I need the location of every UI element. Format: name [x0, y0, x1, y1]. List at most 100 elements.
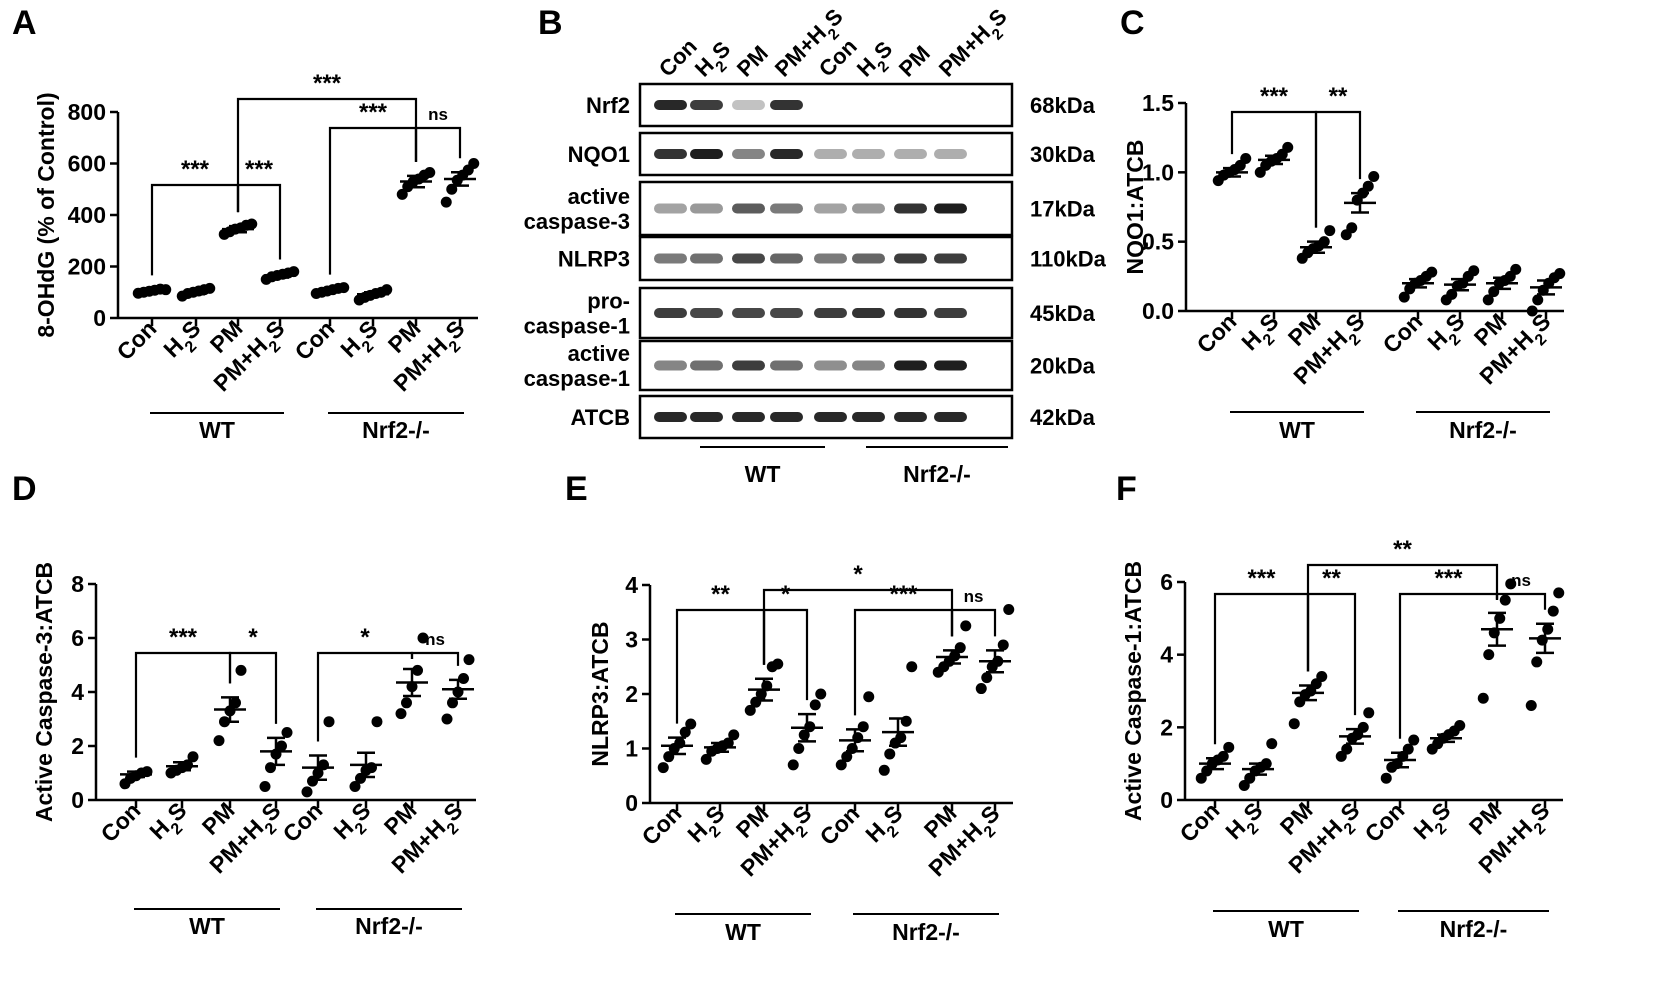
x-tick-label: PM+H2S — [388, 315, 475, 402]
data-point — [835, 759, 847, 771]
blot-band — [770, 412, 803, 422]
data-point — [259, 781, 271, 792]
significance-label: ** — [1329, 83, 1348, 110]
x-tick-label: Con — [290, 315, 340, 365]
y-axis-label: NQO1:ATCB — [1122, 139, 1148, 274]
data-point — [417, 632, 429, 644]
x-tick-label: Con — [278, 797, 328, 847]
data-point — [235, 664, 247, 676]
data-point — [412, 664, 423, 676]
data-point — [1510, 263, 1522, 275]
data-point — [1505, 578, 1517, 590]
blot-band — [814, 203, 847, 214]
data-point — [371, 716, 383, 728]
blot-band — [894, 308, 927, 318]
blot-band — [690, 412, 723, 422]
data-point — [815, 688, 827, 700]
panel-letter: B — [538, 4, 563, 42]
data-point — [338, 282, 350, 294]
group-label: Nrf2-/- — [1449, 417, 1517, 443]
blot-band — [732, 360, 765, 371]
x-tick-label: H2S — [1408, 797, 1461, 850]
blot-band — [814, 308, 847, 318]
blot-band — [934, 360, 967, 371]
group-label: WT — [1268, 916, 1304, 942]
data-point — [700, 753, 712, 765]
data-point — [396, 188, 408, 200]
data-point — [1266, 738, 1278, 750]
significance-bracket — [1230, 110, 1318, 228]
significance-bracket — [228, 651, 278, 724]
blot-band — [732, 412, 765, 422]
data-point — [349, 781, 361, 792]
data-point — [1553, 587, 1565, 599]
panel-letter: F — [1116, 470, 1137, 508]
y-tick-label: 600 — [68, 151, 106, 177]
protein-label: NQO1 — [568, 142, 630, 167]
y-tick-label: 6 — [1160, 569, 1173, 595]
data-point — [884, 748, 896, 760]
blot-band — [690, 360, 723, 371]
data-point — [441, 713, 453, 725]
blot-band — [894, 360, 927, 371]
x-tick-label: H2S — [335, 315, 388, 368]
x-tick-label: Con — [1192, 308, 1242, 358]
data-point — [463, 654, 475, 666]
x-tick-label: Con — [96, 797, 146, 847]
blot-band — [654, 203, 687, 214]
y-tick-label: 2 — [625, 681, 638, 707]
data-point — [401, 697, 412, 709]
data-point — [1324, 225, 1336, 237]
x-tick-label: Con — [1378, 308, 1428, 358]
y-tick-label: 2 — [71, 733, 84, 759]
group-label: Nrf2-/- — [892, 919, 960, 945]
data-point — [1346, 222, 1358, 234]
kda-label: 42kDa — [1030, 405, 1096, 430]
lane-label: PM+H2S — [934, 4, 1017, 87]
blot-band — [852, 412, 885, 422]
blot-band — [654, 149, 687, 159]
y-tick-label: 2 — [1160, 714, 1173, 740]
data-point — [728, 729, 740, 741]
x-tick-label: H2S — [328, 797, 381, 850]
data-point — [1341, 743, 1353, 755]
lane-label: PM — [894, 41, 935, 82]
y-tick-label: 4 — [71, 679, 84, 705]
data-point — [906, 661, 918, 673]
x-tick-label: Con — [1175, 797, 1225, 847]
y-tick-label: 400 — [68, 202, 106, 228]
blot-band — [770, 100, 803, 110]
x-tick-label: Con — [1360, 797, 1410, 847]
data-point — [440, 196, 452, 208]
significance-label: ** — [1322, 565, 1341, 592]
x-tick-label: H2S — [144, 797, 197, 850]
data-point — [1499, 594, 1511, 606]
data-point — [187, 751, 199, 763]
significance-bracket — [410, 651, 460, 666]
y-tick-label: 8 — [71, 571, 84, 597]
data-point — [1482, 294, 1494, 306]
group-label: WT — [189, 913, 225, 939]
y-tick-label: 4 — [1160, 642, 1173, 668]
protein-label: NLRP3 — [558, 247, 630, 272]
blot-band — [814, 360, 847, 371]
significance-label: *** — [889, 581, 918, 608]
blot-band — [770, 203, 803, 214]
data-point — [1454, 720, 1466, 732]
y-tick-label: 1 — [625, 736, 638, 762]
kda-label: 45kDa — [1030, 301, 1096, 326]
significance-label: ** — [711, 581, 730, 608]
significance-bracket — [316, 651, 414, 742]
blot-band — [852, 149, 885, 159]
blot-band — [732, 100, 765, 110]
data-point — [1483, 649, 1495, 661]
data-point — [1547, 605, 1559, 617]
y-axis-label: NLRP3:ATCB — [587, 621, 613, 766]
kda-label: 110kDa — [1030, 247, 1107, 272]
significance-label: ns — [425, 630, 445, 649]
lane-label: Con — [654, 34, 702, 82]
protein-label: ATCB — [571, 405, 630, 430]
significance-label: *** — [1247, 565, 1276, 592]
